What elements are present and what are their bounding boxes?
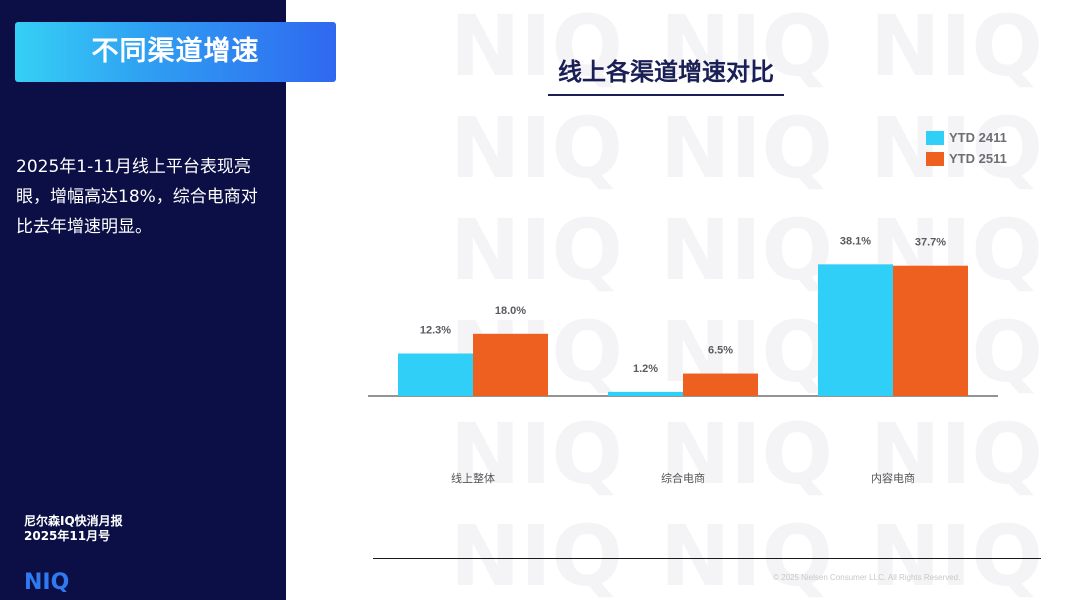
category-label-0: 线上整体 bbox=[451, 471, 495, 485]
data-label-2511-cat0: 18.0% bbox=[495, 305, 526, 317]
bar-2411-cat2 bbox=[818, 264, 893, 396]
report-date: 2025年11月号 bbox=[24, 529, 111, 543]
copyright-text: © 2025 Nielsen Consumer LLC. All Rights … bbox=[773, 573, 961, 582]
chart-legend: YTD 2411 YTD 2511 bbox=[926, 127, 1007, 169]
legend-label-2511: YTD 2511 bbox=[949, 151, 1007, 166]
footer-rule bbox=[373, 558, 1041, 559]
legend-label-2411: YTD 2411 bbox=[949, 130, 1007, 145]
category-label-1: 综合电商 bbox=[661, 471, 705, 485]
title-underline bbox=[548, 94, 784, 96]
section-tag: 不同渠道增速 bbox=[15, 22, 336, 82]
legend-swatch-2511 bbox=[926, 151, 944, 166]
data-label-2511-cat2: 37.7% bbox=[915, 237, 946, 249]
bar-2511-cat1 bbox=[683, 373, 758, 396]
data-label-2411-cat0: 12.3% bbox=[420, 324, 451, 336]
bar-2411-cat0 bbox=[398, 353, 473, 396]
bar-2511-cat2 bbox=[893, 265, 968, 396]
legend-item-2511: YTD 2511 bbox=[926, 148, 1007, 169]
data-label-2511-cat1: 6.5% bbox=[708, 345, 733, 357]
chart-title: 线上各渠道增速对比 bbox=[558, 58, 774, 86]
summary-text: 2025年1-11月线上平台表现亮眼，增幅高达18%，综合电商对比去年增速明显。 bbox=[16, 157, 258, 237]
data-label-2411-cat1: 1.2% bbox=[633, 363, 658, 375]
report-issue: 尼尔森IQ快消月报 2025年11月号 bbox=[24, 514, 123, 544]
niq-logo: NIQ bbox=[24, 570, 69, 592]
niq-logo-text: NIQ bbox=[24, 570, 69, 592]
bar-2511-cat0 bbox=[473, 333, 548, 396]
legend-item-2411: YTD 2411 bbox=[926, 127, 1007, 148]
report-name: 尼尔森IQ快消月报 bbox=[24, 514, 123, 528]
data-label-2411-cat2: 38.1% bbox=[840, 235, 871, 247]
category-label-2: 内容电商 bbox=[871, 471, 915, 485]
section-tag-label: 不同渠道增速 bbox=[91, 36, 260, 67]
legend-swatch-2411 bbox=[926, 130, 944, 145]
bar-2411-cat1 bbox=[608, 391, 683, 396]
sidebar-panel bbox=[0, 0, 286, 600]
